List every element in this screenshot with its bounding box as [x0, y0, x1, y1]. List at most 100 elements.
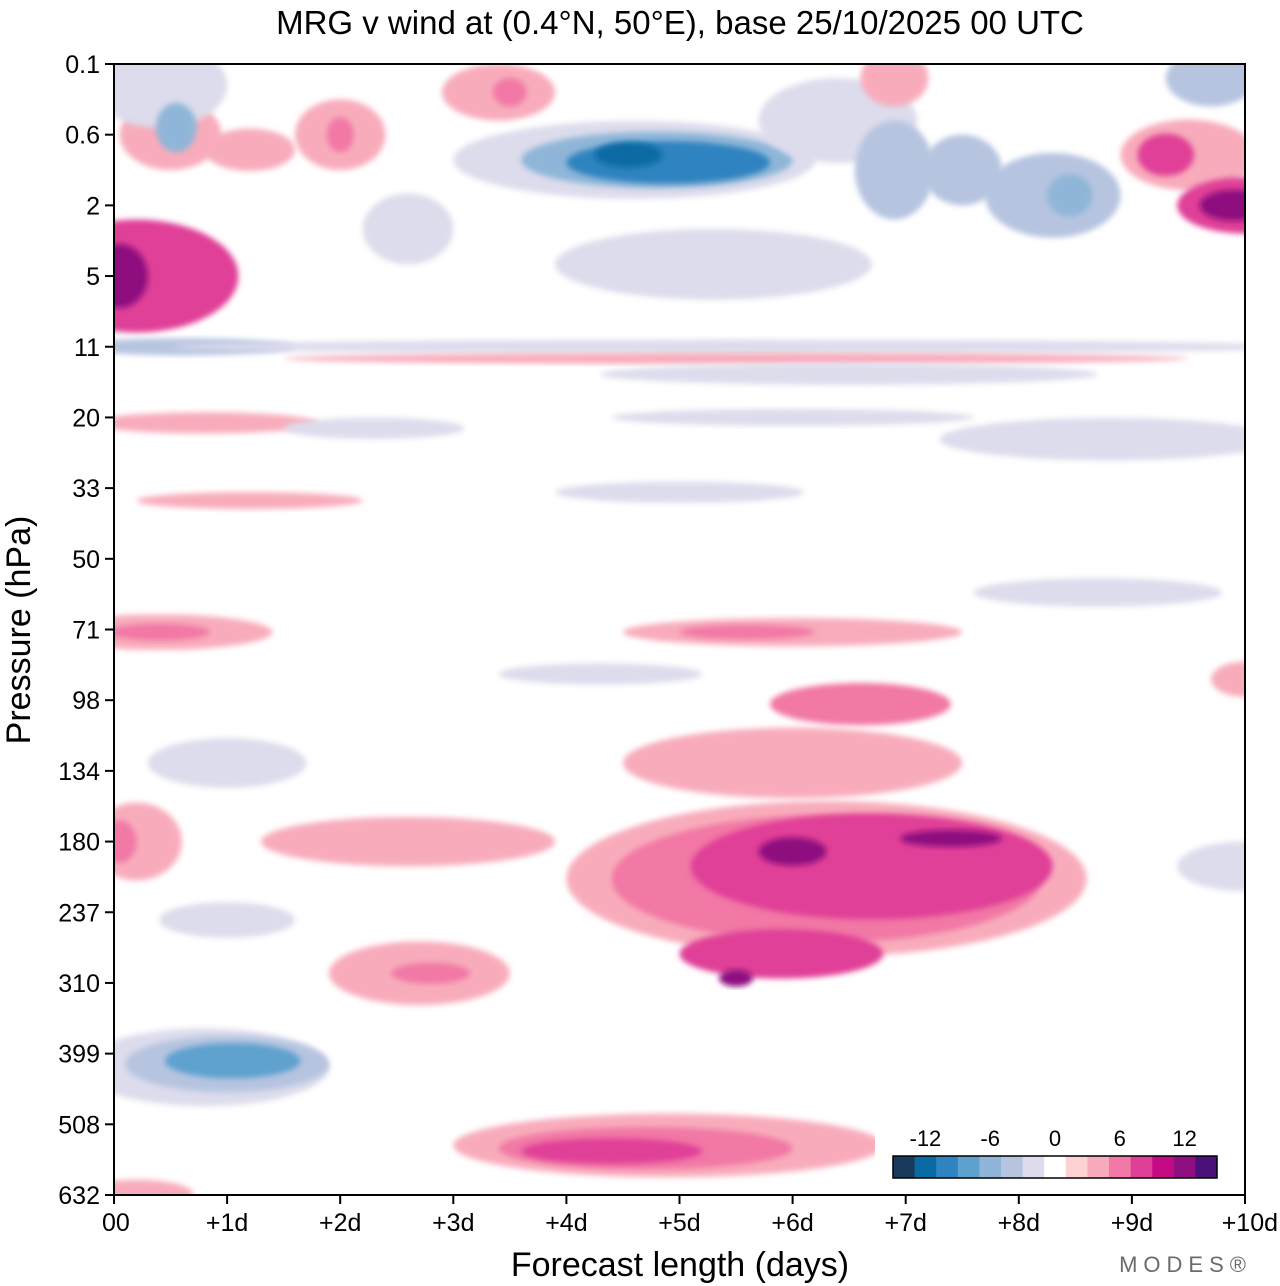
contour-fields [114, 64, 1245, 1195]
colorbar-frame [892, 1155, 1218, 1179]
y-tick-label: 134 [58, 758, 100, 786]
wind-contour-12 [566, 141, 770, 184]
y-tick-label: 98 [72, 687, 100, 715]
wind-contour-2 [114, 244, 148, 308]
y-tick-label: 20 [72, 404, 100, 432]
colorbar-swatch [1152, 1156, 1175, 1178]
wind-contour-42 [498, 663, 703, 685]
x-tick-label: +10d [1222, 1209, 1278, 1237]
wind-contour-39 [114, 623, 211, 641]
wind-contour-22 [1199, 189, 1245, 221]
wind-contour-33 [283, 417, 465, 439]
wind-contour-18 [1047, 174, 1093, 217]
wind-contour-28 [170, 339, 1245, 354]
wind-contour-44 [159, 902, 295, 938]
y-tick-label: 508 [58, 1111, 100, 1139]
wind-contour-15 [854, 120, 934, 220]
wind-contour-9 [492, 78, 527, 107]
x-tick-label: +7d [884, 1209, 926, 1237]
wind-contour-3 [114, 64, 228, 128]
wind-contour-43 [147, 738, 307, 788]
wind-contour-7 [326, 117, 354, 153]
wind-contour-35 [555, 481, 804, 503]
wind-contour-41 [679, 625, 816, 640]
y-axis: 0.1 0.6 2 5 11 20 33 50 71 98 134 180 237 310 399 508 63… [58, 51, 114, 1210]
x-tick-label: +3d [432, 1209, 474, 1237]
y-tick-label: 33 [72, 475, 100, 503]
wind-contour-48 [114, 802, 182, 881]
colorbar-swatch [1044, 1156, 1067, 1178]
wind-contour-32 [114, 412, 318, 434]
y-tick-label: 0.6 [65, 122, 100, 150]
y-tick-label: 11 [74, 334, 100, 362]
colorbar-swatch [979, 1156, 1002, 1178]
y-tick-label: 0.1 [65, 51, 100, 79]
wind-contour-66 [1177, 841, 1245, 892]
x-tick-label: 00 [102, 1209, 130, 1237]
colorbar-swatch [957, 1156, 980, 1178]
wind-contour-56 [769, 682, 951, 726]
wind-contour-61 [719, 969, 754, 987]
y-tick-label: 5 [86, 263, 100, 291]
wind-contour-65 [114, 1179, 194, 1195]
x-axis: 00 +1d +2d +3d +4d +5d +6d +7d +8d +9d +10d [102, 1195, 1278, 1237]
wind-contour-64 [521, 1138, 703, 1164]
wind-contour-67 [1211, 661, 1245, 697]
x-tick-label: +2d [319, 1209, 361, 1237]
y-tick-label: 71 [72, 617, 100, 645]
wind-contour-5 [204, 128, 295, 172]
x-tick-label: +4d [545, 1209, 587, 1237]
wind-contour-57 [690, 813, 1053, 920]
colorbar-swatch [1001, 1156, 1024, 1178]
colorbar-swatch [936, 1156, 959, 1178]
wind-contour-30 [600, 363, 1098, 385]
colorbar-swatch [1195, 1156, 1218, 1178]
wind-contour-23 [860, 64, 929, 107]
wind-contour-49 [114, 820, 137, 863]
x-axis-label: Forecast length (days) [511, 1246, 849, 1284]
wind-contour-37 [973, 578, 1223, 607]
colorbar-tick-label: -12 [910, 1126, 942, 1151]
colorbar-tick-label: 0 [1049, 1126, 1061, 1151]
wind-contour-29 [283, 352, 1189, 365]
wind-contour-52 [391, 962, 471, 984]
colorbar: -12 -6 0 6 12 [875, 1120, 1235, 1186]
wind-contour-59 [758, 837, 827, 866]
wind-contour-47 [164, 1043, 301, 1079]
x-tick-label: +5d [658, 1209, 700, 1237]
y-tick-label: 50 [72, 546, 100, 574]
colorbar-swatch [1022, 1156, 1045, 1178]
y-tick-label: 310 [58, 970, 100, 998]
colorbar-tick-label: 12 [1172, 1126, 1196, 1151]
colorbar-swatch [1173, 1156, 1196, 1178]
wind-contour-53 [622, 727, 963, 799]
x-tick-label: +9d [1111, 1209, 1153, 1237]
y-tick-label: 632 [58, 1182, 100, 1210]
wind-contour-50 [261, 816, 556, 867]
colorbar-tick-label: 6 [1114, 1126, 1126, 1151]
chart-title: MRG v wind at (0.4°N, 50°E), base 25/10/… [276, 4, 1084, 41]
colorbar-swatch [1087, 1156, 1110, 1178]
x-tick-label: +6d [771, 1209, 813, 1237]
x-tick-label: +1d [206, 1209, 248, 1237]
wind-contour-26 [362, 193, 454, 265]
colorbar-swatch [1109, 1156, 1132, 1178]
colorbar-swatch [1065, 1156, 1088, 1178]
colorbar-tick-label: -6 [980, 1126, 1000, 1151]
x-tick-label: +8d [998, 1209, 1040, 1237]
y-axis-label: Pressure (hPa) [0, 516, 38, 745]
wind-contour-16 [922, 134, 1002, 206]
wind-contour-24 [1165, 64, 1245, 107]
wind-contour-34 [939, 417, 1245, 461]
wind-contour-58 [679, 929, 884, 979]
colorbar-swatch [914, 1156, 937, 1178]
wind-contour-31 [611, 408, 974, 426]
wind-contour-13 [594, 142, 663, 168]
y-tick-label: 2 [86, 192, 100, 220]
y-tick-label: 180 [58, 829, 100, 857]
colorbar-swatch [1130, 1156, 1153, 1178]
wind-contour-1 [114, 219, 239, 333]
wind-contour-20 [1137, 133, 1195, 177]
wind-contour-4 [155, 102, 197, 153]
